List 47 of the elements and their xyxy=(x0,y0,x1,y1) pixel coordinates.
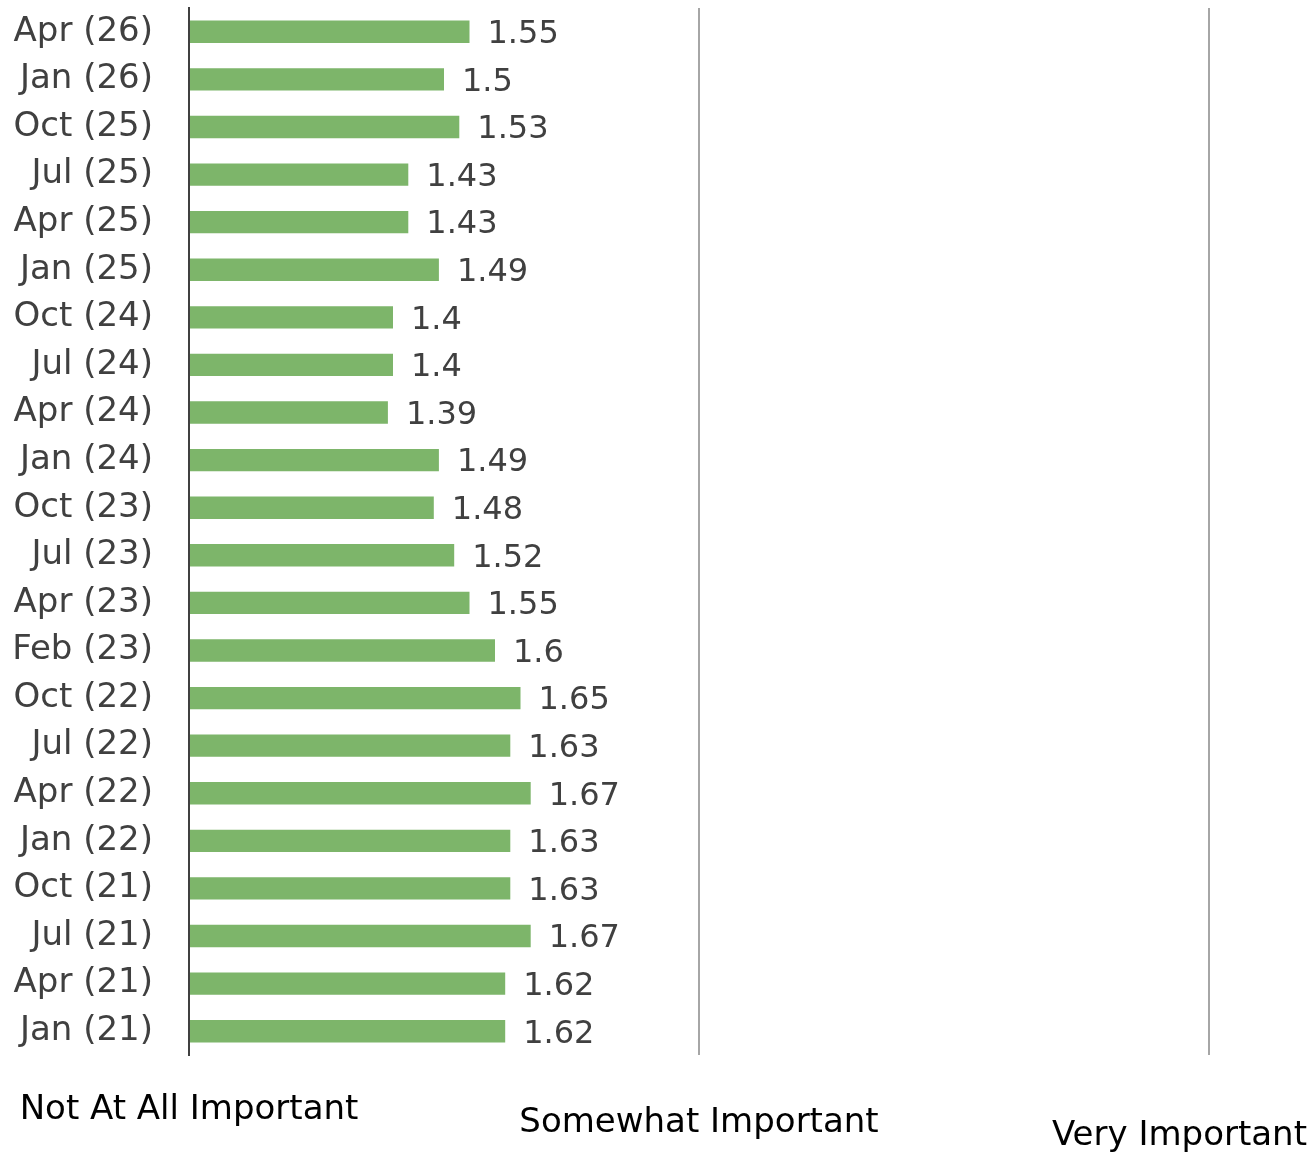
data-label: 1.67 xyxy=(548,774,620,813)
y-tick-label: Oct (23) xyxy=(13,484,153,525)
y-tick-label: Jan (25) xyxy=(17,246,153,287)
data-label: 1.43 xyxy=(426,203,498,242)
y-tick-label: Feb (23) xyxy=(12,627,153,668)
y-tick-label: Jul (21) xyxy=(29,912,153,953)
y-tick-label: Oct (22) xyxy=(13,674,153,715)
text: Not At All Important xyxy=(19,1086,359,1127)
y-tick-label: Apr (22) xyxy=(13,770,153,811)
data-label: 1.43 xyxy=(426,155,498,194)
y-tick-label: Jul (22) xyxy=(29,722,153,763)
data-label: 1.63 xyxy=(528,726,600,765)
y-tick-label: Apr (25) xyxy=(13,198,153,239)
data-label: 1.63 xyxy=(528,822,600,861)
data-label: 1.4 xyxy=(411,346,462,385)
y-tick-label: Jan (22) xyxy=(17,817,153,858)
data-label: 1.53 xyxy=(477,108,549,147)
y-tick-label: Apr (21) xyxy=(13,960,153,1001)
y-tick-label: Jul (23) xyxy=(29,532,153,573)
data-label: 1.6 xyxy=(513,631,564,670)
data-label: 1.52 xyxy=(472,536,544,575)
data-label: 1.48 xyxy=(451,489,524,528)
y-tick-label: Jul (25) xyxy=(29,151,153,192)
data-label: 1.62 xyxy=(523,1012,595,1051)
ref-line-label: Somewhat Important xyxy=(519,1099,879,1140)
data-label: 1.63 xyxy=(528,869,600,908)
data-label: 1.4 xyxy=(411,298,462,337)
ref-line-label: Very Important xyxy=(1052,1112,1307,1153)
data-label: 1.65 xyxy=(538,679,610,718)
data-label: 1.39 xyxy=(405,393,478,432)
y-tick-label: Apr (23) xyxy=(13,579,153,620)
y-tick-label: Oct (21) xyxy=(13,865,153,906)
y-tick-label: Jan (21) xyxy=(17,1008,153,1049)
data-label: 1.49 xyxy=(456,441,529,480)
data-label: 1.55 xyxy=(487,13,559,52)
data-label: 1.55 xyxy=(487,584,559,623)
y-tick-label: Oct (25) xyxy=(13,103,153,144)
y-tick-label: Oct (24) xyxy=(13,294,153,335)
data-label: 1.62 xyxy=(523,964,595,1003)
y-tick-label: Apr (26) xyxy=(13,8,153,49)
data-label: 1.49 xyxy=(456,251,529,290)
y-tick-label: Jan (24) xyxy=(17,436,153,477)
y-tick-label: Jul (24) xyxy=(29,341,153,382)
y-tick-label: Jan (26) xyxy=(17,56,153,97)
data-label: 1.5 xyxy=(462,60,513,99)
data-label: 1.67 xyxy=(548,917,620,956)
y-tick-label: Apr (24) xyxy=(13,389,153,430)
